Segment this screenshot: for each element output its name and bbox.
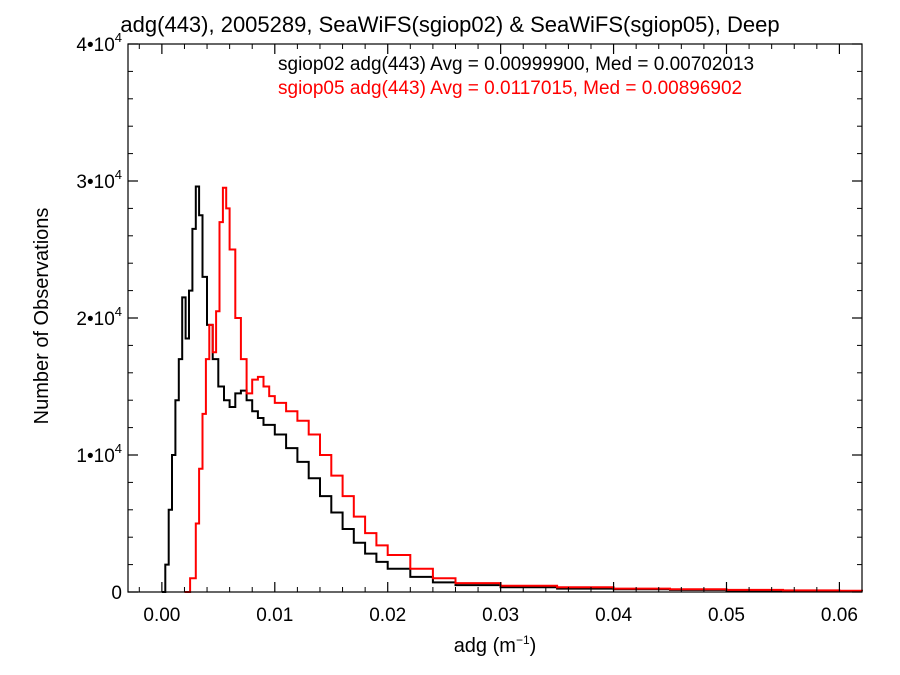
x-axis-title-exponent: −1 [516, 633, 530, 647]
x-tick-label: 0.04 [595, 605, 632, 626]
series-layer [161, 185, 863, 593]
x-tick-label: 0.06 [821, 605, 858, 626]
x-tick-label: 0.02 [369, 605, 406, 626]
y-tick-label: 1•104 [76, 441, 122, 467]
legend-stats-sgiop05: sgiop05 adg(443) Avg = 0.0117015, Med = … [278, 78, 742, 99]
series-line-sgiop05 [184, 186, 863, 593]
y-tick-label: 4•104 [76, 30, 122, 56]
y-tick-label: 3•104 [76, 167, 122, 193]
legend-stats-sgiop02: sgiop02 adg(443) Avg = 0.00999900, Med =… [278, 54, 754, 75]
chart-title: adg(443), 2005289, SeaWiFS(sgiop02) & Se… [120, 12, 779, 37]
x-axis-title: adg (m−1) [454, 633, 537, 657]
x-tick-label: 0.03 [482, 605, 519, 626]
y-axis-title: Number of Observations [31, 208, 53, 425]
y-axis: 0 1•104 2•104 3•104 4•104 [76, 30, 862, 604]
x-axis-title-close: ) [530, 635, 537, 657]
y-tick-label: 2•104 [76, 304, 122, 330]
y-tick-label: 0 [111, 583, 122, 604]
series-line-sgiop02 [161, 185, 863, 593]
x-tick-label: 0.00 [143, 605, 180, 626]
x-axis: 0.00 0.01 0.02 0.03 0.04 0.05 0.06 [138, 44, 863, 626]
x-axis-title-base: adg (m [454, 635, 516, 657]
x-tick-label: 0.01 [256, 605, 293, 626]
x-tick-label: 0.05 [708, 605, 745, 626]
